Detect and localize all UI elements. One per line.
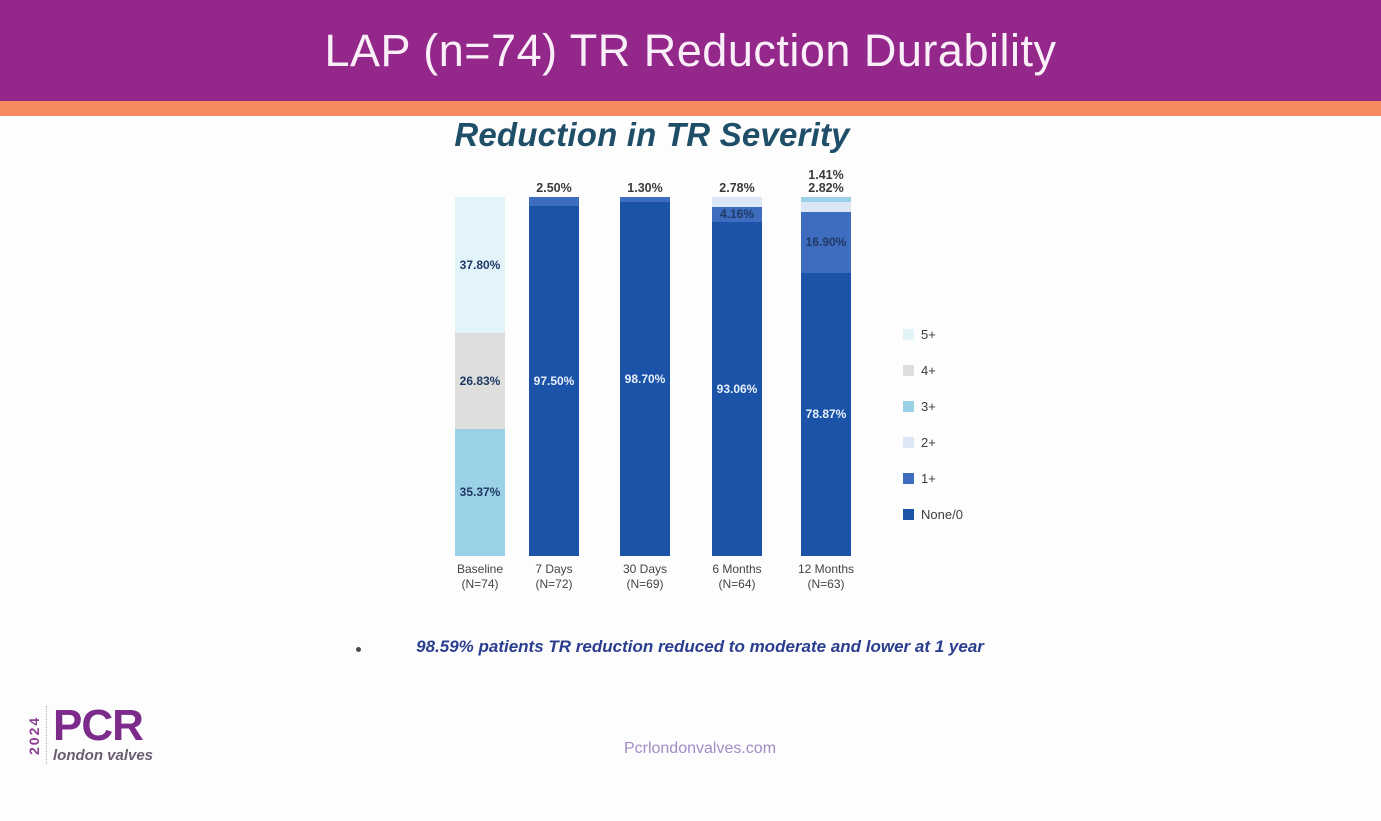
slide-header: LAP (n=74) TR Reduction Durability [0,0,1381,101]
legend-swatch [903,328,914,340]
x-axis-label: 7 Days (N=72) [513,562,595,592]
legend-label: 2+ [921,434,936,450]
segment-1+ [529,197,579,206]
segment-1+ [620,197,670,202]
legend-item-none-0: None/0 [903,496,963,532]
bar-6-months: 2.78% 4.16% 93.06% 6 Months (N=64) [712,182,762,591]
legend-item-4+: 4+ [903,352,963,388]
segment-none-0: 78.87% [801,272,851,556]
bullet-dot [356,647,361,652]
segment-1+: 16.90% [801,212,851,273]
x-axis-n: (N=69) [626,577,664,591]
segment-none-0: 97.50% [529,205,579,556]
logo-subtitle: london valves [53,747,154,764]
bar-top-labels: 2.78% [700,182,774,197]
x-axis-label: 30 Days (N=69) [604,562,686,592]
legend-label: 4+ [921,362,936,378]
legend-swatch [903,364,914,376]
logo-brand: PCR [53,701,144,750]
segment-value-label: 4.16% [719,207,755,222]
legend-item-5+: 5+ [903,316,963,352]
x-axis-category: 30 Days [622,562,668,576]
segment-3+ [801,197,851,203]
bar-7-days: 2.50% 97.50% 7 Days (N=72) [529,182,579,591]
accent-stripe [0,101,1381,116]
legend-item-2+: 2+ [903,424,963,460]
x-axis-n: (N=63) [807,577,845,591]
slide-title: LAP (n=74) TR Reduction Durability [324,24,1057,76]
pcr-logo: 2024 PCR london valves [26,703,153,767]
segment-4+: 26.83% [455,332,505,429]
legend-label: 5+ [921,326,936,342]
x-axis-label: 6 Months (N=64) [696,562,778,592]
segment-value-label: 78.87% [805,407,847,422]
x-axis-category: 6 Months [712,562,762,576]
segment-value-label: 16.90% [805,235,847,250]
segment-value-label: 97.50% [533,373,575,388]
legend-item-1+: 1+ [903,460,963,496]
x-axis-category: 7 Days [535,562,573,576]
bar-top-label: 2.82% [808,181,844,195]
segment-none-0: 98.70% [620,201,670,556]
bar-top-labels: 1.41% 2.82% [789,169,863,197]
bar-baseline: 37.80% 26.83% 35.37% Baseline (N=74) [455,197,505,591]
x-axis-n: (N=64) [718,577,756,591]
segment-value-label: 98.70% [624,371,666,386]
bar-top-labels: 2.50% [517,182,591,197]
bar-30-days: 1.30% 98.70% 30 Days (N=69) [620,182,670,591]
bar-top-label: 2.78% [719,181,755,195]
x-axis-label: Baseline (N=74) [439,562,521,592]
legend-label: None/0 [921,506,963,522]
bar-top-labels: 1.30% [608,182,682,197]
legend-item-3+: 3+ [903,388,963,424]
chart-legend: 5+ 4+ 3+ 2+ 1+ None/0 [903,316,963,532]
logo-main: PCR london valves [46,701,154,764]
legend-swatch [903,472,914,484]
x-axis-n: (N=74) [461,577,499,591]
segment-value-label: 93.06% [716,381,758,396]
bar-12-months: 1.41% 2.82% 16.90% 78.87% 12 Months (N=63) [798,169,854,592]
x-axis-label: 12 Months (N=63) [785,562,867,592]
segment-1+: 4.16% [712,206,762,222]
plot-area: 37.80% 26.83% 35.37% Baseline (N=74) 2.50% 97.… [440,169,870,592]
segment-value-label: 35.37% [459,485,501,500]
segment-value-label: 37.80% [459,257,501,272]
segment-2+ [801,202,851,213]
x-axis-category: 12 Months [797,562,855,576]
x-axis-category: Baseline [456,562,504,576]
legend-label: 1+ [921,470,936,486]
x-axis-n: (N=72) [535,577,573,591]
bullet-text: 98.59% patients TR reduction reduced to … [416,637,984,656]
segment-none-0: 93.06% [712,221,762,556]
segment-2+ [712,197,762,207]
segment-value-label: 26.83% [459,373,501,388]
legend-swatch [903,508,914,520]
bar-top-label: 1.30% [627,181,663,195]
chart-title: Reduction in TR Severity [454,116,850,153]
legend-label: 3+ [921,398,936,414]
bar-top-label: 1.41% [808,168,844,182]
segment-3+: 35.37% [455,429,505,556]
segment-5+: 37.80% [455,197,505,333]
bar-top-label: 2.50% [536,181,572,195]
legend-swatch [903,436,914,448]
legend-swatch [903,400,914,412]
logo-year: 2024 [26,715,42,755]
footer-url: Pcrlondonvalves.com [623,740,777,757]
